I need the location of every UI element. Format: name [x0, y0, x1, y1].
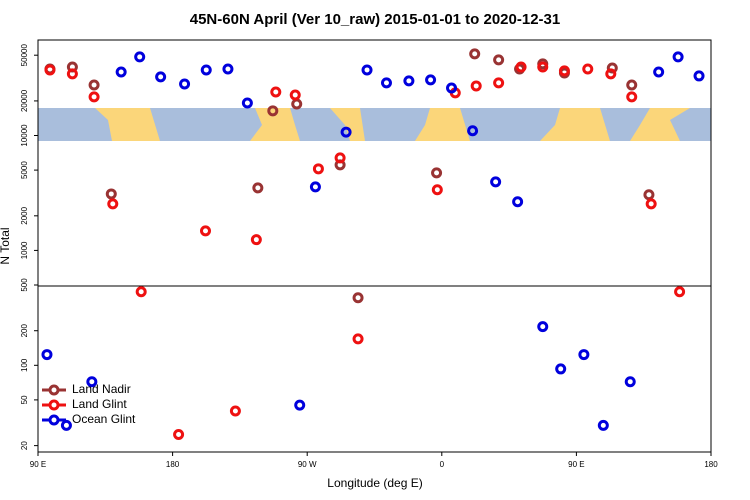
x-tick-label: 0: [440, 460, 445, 469]
y-tick-label: 50000: [20, 44, 29, 67]
point: [200, 225, 212, 237]
point: [252, 182, 264, 194]
point: [693, 70, 705, 82]
point: [229, 405, 241, 417]
point: [44, 64, 56, 76]
point: [289, 89, 301, 101]
point: [467, 125, 479, 137]
chart-title: 45N-60N April (Ver 10_raw) 2015-01-01 to…: [190, 11, 560, 28]
point: [312, 163, 324, 175]
point: [340, 126, 352, 138]
point: [674, 286, 686, 298]
point: [86, 376, 98, 388]
point: [582, 63, 594, 75]
x-tick-label: 180: [704, 460, 718, 469]
point: [352, 292, 364, 304]
point: [66, 68, 78, 80]
point: [41, 349, 53, 361]
point: [624, 376, 636, 388]
point: [88, 79, 100, 91]
point: [134, 51, 146, 63]
point: [88, 91, 100, 103]
point: [250, 234, 262, 246]
point: [352, 333, 364, 345]
point: [653, 66, 665, 78]
point: [270, 86, 282, 98]
point: [425, 74, 437, 86]
point: [60, 419, 72, 431]
point: [626, 79, 638, 91]
point: [403, 75, 415, 87]
point: [490, 176, 502, 188]
y-tick-label: 20000: [20, 89, 29, 112]
point: [105, 188, 117, 200]
y-axis-label: N Total: [0, 227, 12, 264]
point: [361, 64, 373, 76]
plot-frame: [37, 39, 712, 453]
point: [470, 80, 482, 92]
point: [555, 363, 567, 375]
map-ocean: [38, 108, 711, 141]
legend-marker: [48, 384, 60, 396]
point: [309, 181, 321, 193]
x-tick-label: 180: [166, 460, 180, 469]
point: [294, 399, 306, 411]
point: [558, 65, 570, 77]
point: [645, 198, 657, 210]
point: [200, 64, 212, 76]
point: [135, 286, 147, 298]
y-tick-label: 1000: [20, 241, 29, 259]
x-tick-label: 90 E: [30, 460, 46, 469]
y-tick-label: 2000: [20, 206, 29, 224]
point: [626, 91, 638, 103]
point: [605, 68, 617, 80]
y-tick-label: 5000: [20, 161, 29, 179]
point: [672, 51, 684, 63]
legend-label: Land Glint: [72, 397, 127, 411]
point: [643, 189, 655, 201]
point: [512, 196, 524, 208]
x-tick-label: 90 E: [568, 460, 584, 469]
point: [597, 419, 609, 431]
y-tick-label: 20: [20, 441, 29, 450]
y-tick-label: 500: [20, 278, 29, 292]
y-tick-label: 10000: [20, 124, 29, 147]
point: [606, 62, 618, 74]
point: [515, 61, 527, 73]
point: [578, 349, 590, 361]
point: [115, 66, 127, 78]
point: [334, 152, 346, 164]
y-tick-label: 100: [20, 358, 29, 372]
point: [493, 54, 505, 66]
point: [155, 71, 167, 83]
legend-label: Ocean Glint: [72, 412, 136, 426]
legend-label: Land Nadir: [72, 382, 131, 396]
point: [179, 78, 191, 90]
point: [291, 98, 303, 110]
point: [537, 321, 549, 333]
point: [107, 198, 119, 210]
legend-marker: [48, 414, 60, 426]
point: [431, 167, 443, 179]
point: [493, 77, 505, 89]
y-tick-label: 200: [20, 324, 29, 338]
x-tick-label: 90 W: [298, 460, 317, 469]
point: [267, 105, 279, 117]
point: [173, 428, 185, 440]
x-axis-label: Longitude (deg E): [327, 476, 422, 490]
point: [469, 48, 481, 60]
point: [380, 77, 392, 89]
point: [241, 97, 253, 109]
point: [537, 61, 549, 73]
point: [222, 63, 234, 75]
legend-marker: [48, 399, 60, 411]
point: [431, 184, 443, 196]
map-band: [38, 108, 711, 141]
point: [446, 82, 458, 94]
y-tick-label: 50: [20, 395, 29, 404]
